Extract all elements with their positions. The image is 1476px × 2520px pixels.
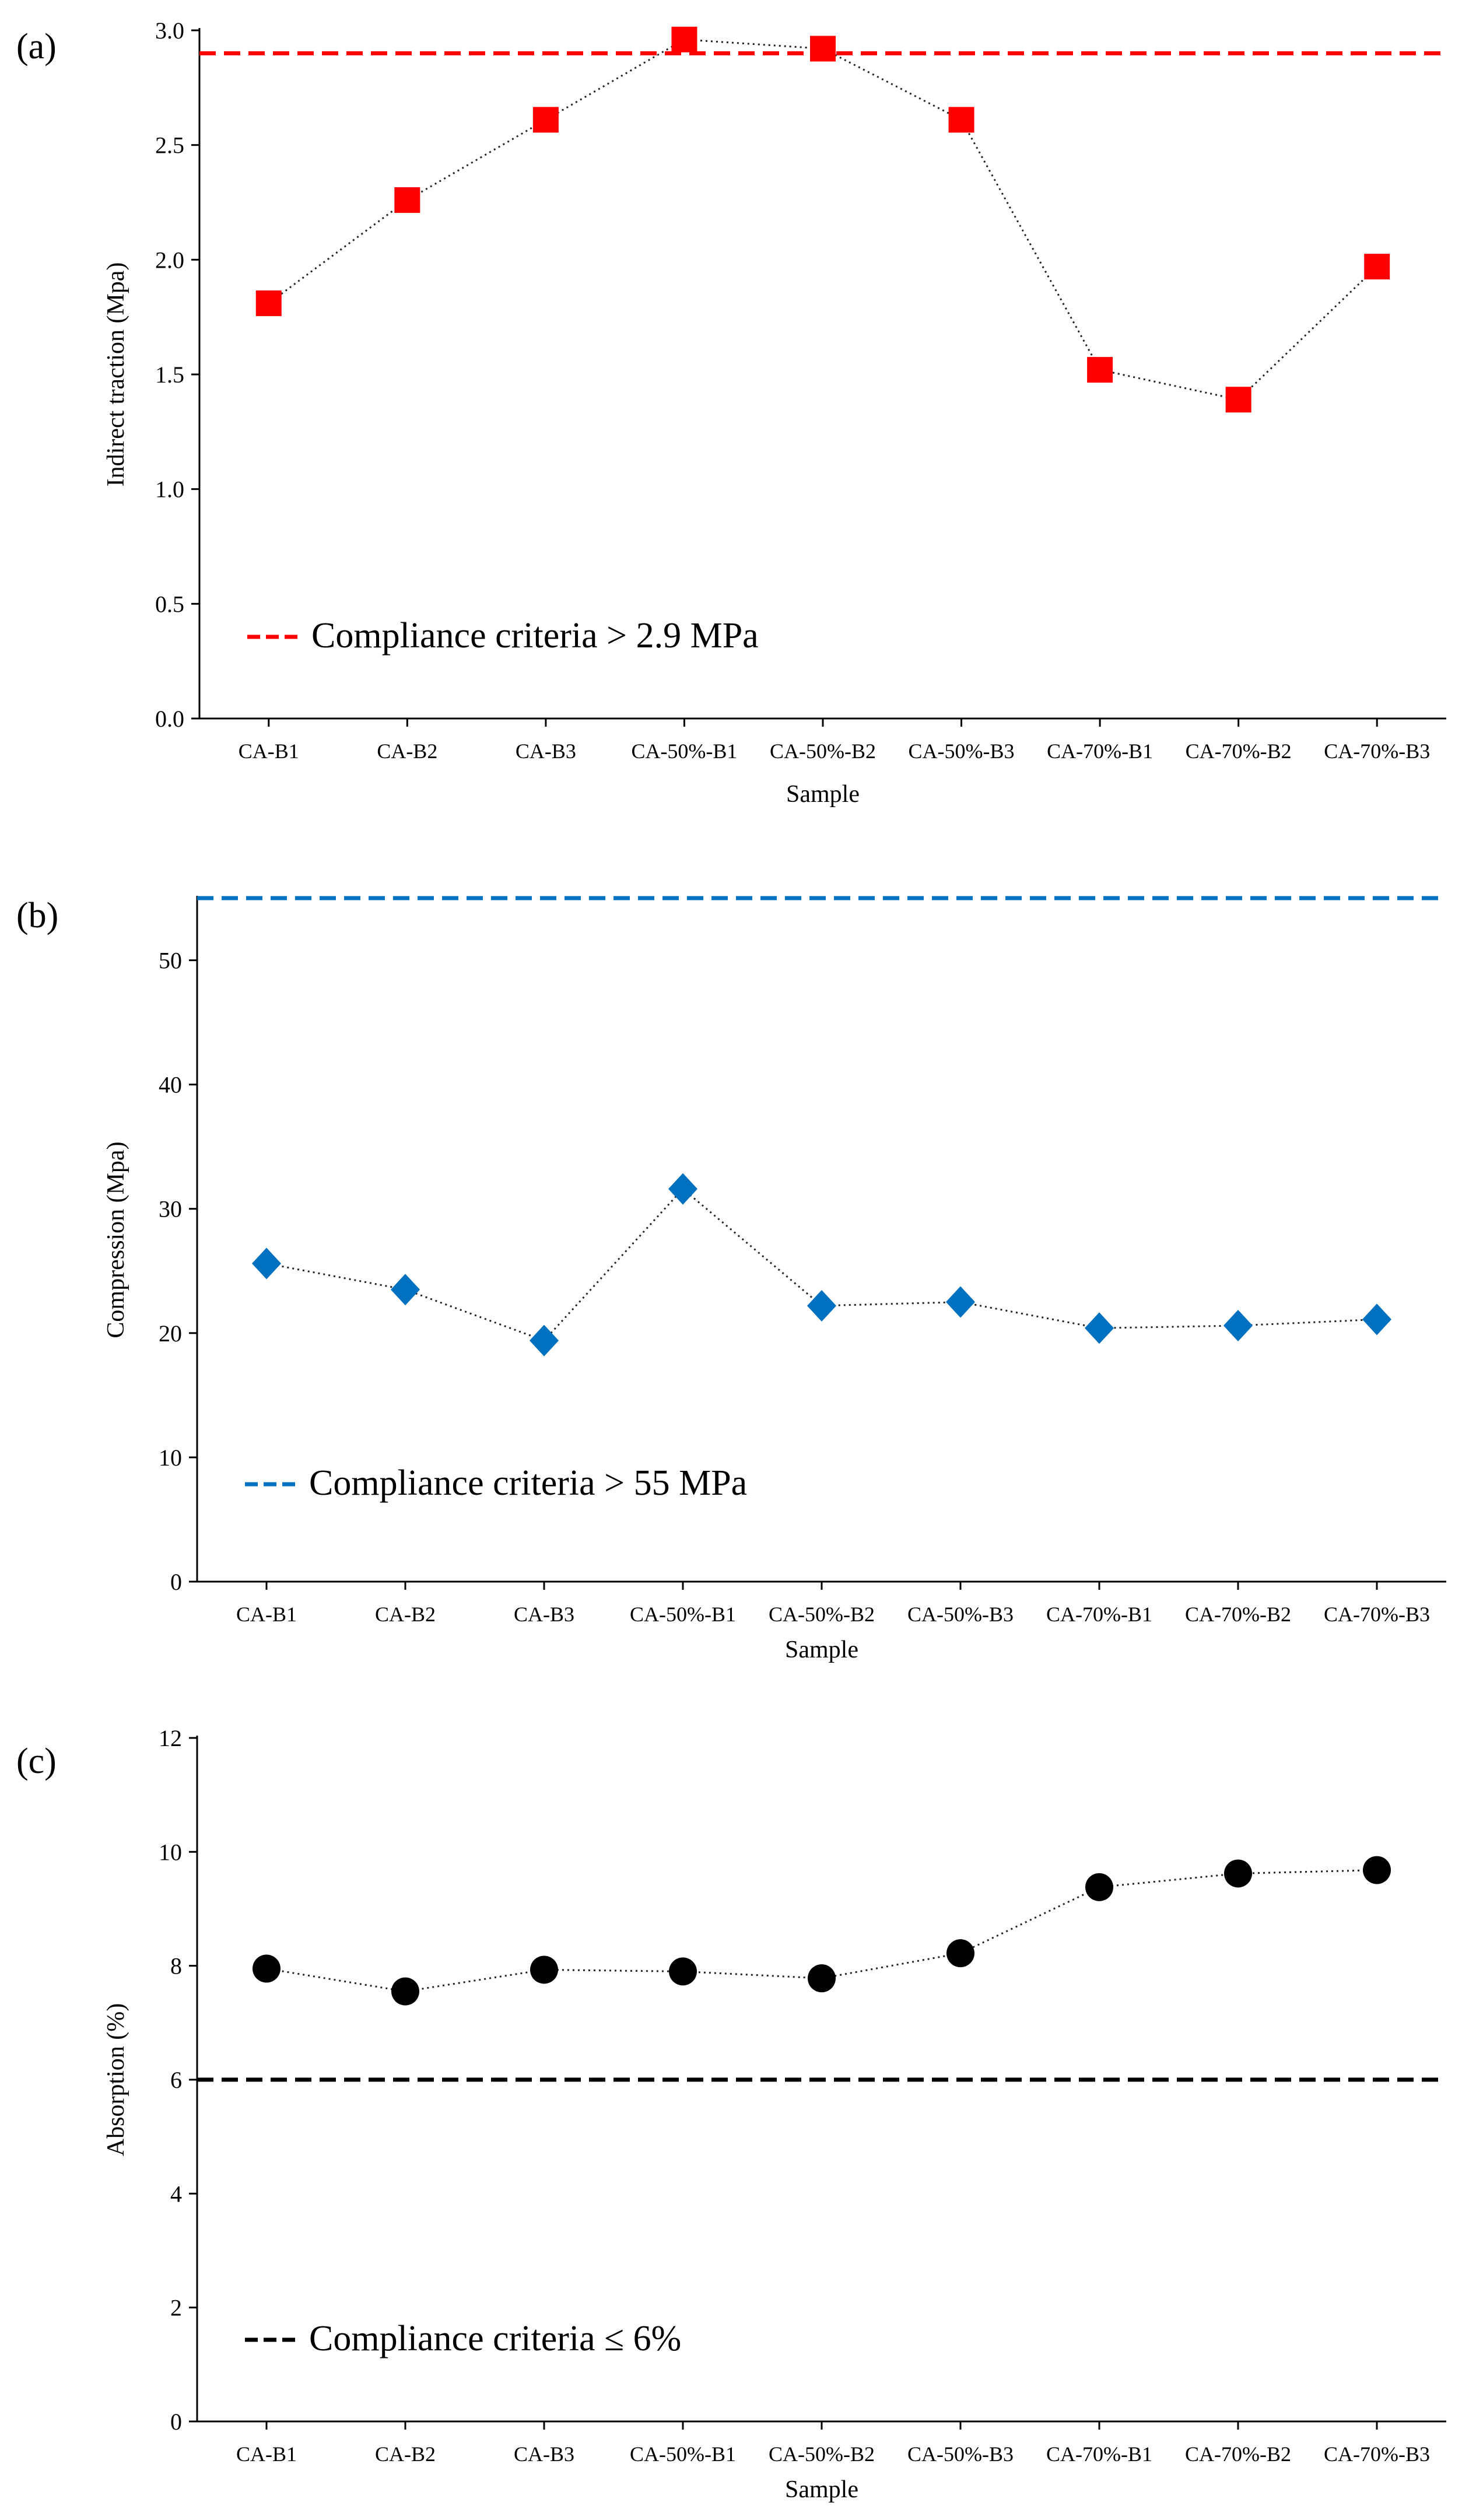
- x-tick-label: CA-50%-B3: [909, 739, 1015, 763]
- series-line: [268, 38, 1378, 401]
- data-point-circle: [808, 1964, 836, 1993]
- x-tick-label: CA-70%-B2: [1185, 1603, 1291, 1626]
- x-tick-label: CA-B2: [375, 2442, 436, 2466]
- y-tick-label: 1.5: [155, 362, 184, 388]
- x-tick-label: CA-B1: [239, 739, 299, 763]
- data-point-square: [1087, 357, 1113, 383]
- data-point-square: [671, 26, 697, 52]
- x-tick-label: CA-70%-B3: [1324, 1603, 1430, 1626]
- y-tick-label: 50: [159, 948, 182, 974]
- x-tick-label: CA-50%-B2: [770, 739, 876, 763]
- y-axis-title: Absorption (%): [103, 2003, 129, 2156]
- x-tick-label: CA-50%-B2: [769, 1603, 875, 1626]
- x-tick-label: CA-70%-B1: [1046, 2442, 1152, 2466]
- data-point-diamond: [530, 1324, 559, 1357]
- legend-label: Compliance criteria > 2.9 MPa: [311, 616, 759, 656]
- y-tick-label: 1.0: [155, 476, 184, 503]
- x-tick-label: CA-50%-B3: [907, 1603, 1014, 1626]
- x-tick-label: CA-70%-B1: [1047, 739, 1153, 763]
- chart-panel-c: (c) 0 2 4 6 8 10 12 CA-B1 CA-B2 CA-B3 CA-50%-B1 CA-5…: [16, 1725, 1446, 2503]
- data-point-diamond: [252, 1247, 281, 1280]
- y-tick-label: 20: [159, 1320, 182, 1347]
- x-tick-label: CA-B3: [516, 739, 576, 763]
- x-tick-label: CA-B3: [514, 1603, 574, 1626]
- x-tick-label: CA-50%-B1: [630, 2442, 736, 2466]
- y-tick-label: 4: [170, 2181, 182, 2207]
- y-tick-label: 6: [170, 2067, 182, 2093]
- x-axis-title: Sample: [785, 2476, 858, 2503]
- data-point-circle: [669, 1957, 697, 1986]
- x-axis-title: Sample: [785, 1636, 858, 1663]
- chart-panel-b: (b) 0 10 20 30 40 50 CA-B1 CA-B2 CA-B3 CA-50%-B1 CA…: [16, 896, 1446, 1663]
- data-point-diamond: [391, 1274, 420, 1306]
- panel-label: (a): [16, 27, 57, 66]
- y-axis-title: Indirect traction (Mpa): [103, 262, 129, 487]
- x-tick-label: CA-B1: [236, 1603, 297, 1626]
- data-point-circle: [1224, 1859, 1252, 1888]
- data-point-diamond: [1223, 1310, 1253, 1342]
- data-point-square: [1364, 254, 1390, 280]
- y-axis-title: Compression (Mpa): [103, 1141, 129, 1338]
- data-point-square: [810, 36, 836, 62]
- y-tick-label: 8: [170, 1953, 182, 1979]
- y-tick-label: 2.0: [155, 247, 184, 273]
- y-tick-label: 3.0: [155, 17, 184, 44]
- x-tick-label: CA-50%-B2: [769, 2442, 875, 2466]
- x-tick-label: CA-50%-B1: [630, 1603, 736, 1626]
- data-point-square: [255, 290, 282, 317]
- y-tick-label: 0: [170, 1569, 182, 1595]
- x-tick-label: CA-50%-B3: [907, 2442, 1014, 2466]
- y-tick-label: 12: [159, 1725, 182, 1751]
- data-point-diamond: [807, 1289, 836, 1322]
- y-tick-label: 2.5: [155, 132, 184, 159]
- data-point-circle: [946, 1939, 974, 1968]
- y-tick-label: 0: [170, 2409, 182, 2435]
- data-point-circle: [253, 1954, 281, 1983]
- data-point-square: [1225, 387, 1251, 413]
- y-tick-label: 40: [159, 1072, 182, 1098]
- data-point-circle: [391, 1977, 419, 2006]
- x-tick-label: CA-70%-B1: [1046, 1603, 1152, 1626]
- data-point-circle: [530, 1955, 558, 1984]
- x-tick-label: CA-B2: [375, 1603, 436, 1626]
- chart-panel-a: (a) 0.0 0.5 1.0 1.5 2.0 2.5 3.0 CA-B1 CA-B2 CA-B3 C…: [16, 17, 1446, 808]
- data-point-diamond: [1362, 1303, 1391, 1336]
- x-tick-label: CA-B2: [377, 739, 437, 763]
- series-line: [266, 1187, 1377, 1342]
- panel-label: (c): [16, 1741, 57, 1781]
- data-point-diamond: [668, 1173, 697, 1205]
- y-tick-label: 0.0: [155, 706, 184, 732]
- x-axis-title: Sample: [786, 781, 860, 808]
- y-tick-label: 10: [159, 1839, 182, 1865]
- data-point-square: [394, 187, 420, 213]
- data-point-diamond: [1085, 1312, 1114, 1344]
- x-tick-label: CA-70%-B2: [1185, 2442, 1291, 2466]
- data-point-square: [948, 107, 974, 133]
- data-point-square: [532, 107, 559, 133]
- legend-label: Compliance criteria ≤ 6%: [309, 2319, 681, 2358]
- y-tick-label: 30: [159, 1196, 182, 1222]
- y-tick-label: 2: [170, 2295, 182, 2321]
- data-point-circle: [1085, 1873, 1113, 1901]
- x-tick-label: CA-B1: [236, 2442, 297, 2466]
- x-tick-label: CA-70%-B3: [1324, 2442, 1430, 2466]
- data-point-diamond: [946, 1286, 975, 1318]
- x-tick-label: CA-50%-B1: [631, 739, 737, 763]
- x-tick-label: CA-B3: [514, 2442, 574, 2466]
- data-point-circle: [1363, 1856, 1391, 1884]
- x-tick-label: CA-70%-B3: [1324, 739, 1430, 763]
- y-tick-label: 0.5: [155, 591, 184, 617]
- legend-label: Compliance criteria > 55 MPa: [309, 1463, 747, 1503]
- x-tick-label: CA-70%-B2: [1186, 739, 1292, 763]
- y-tick-label: 10: [159, 1445, 182, 1471]
- panel-label: (b): [16, 896, 58, 935]
